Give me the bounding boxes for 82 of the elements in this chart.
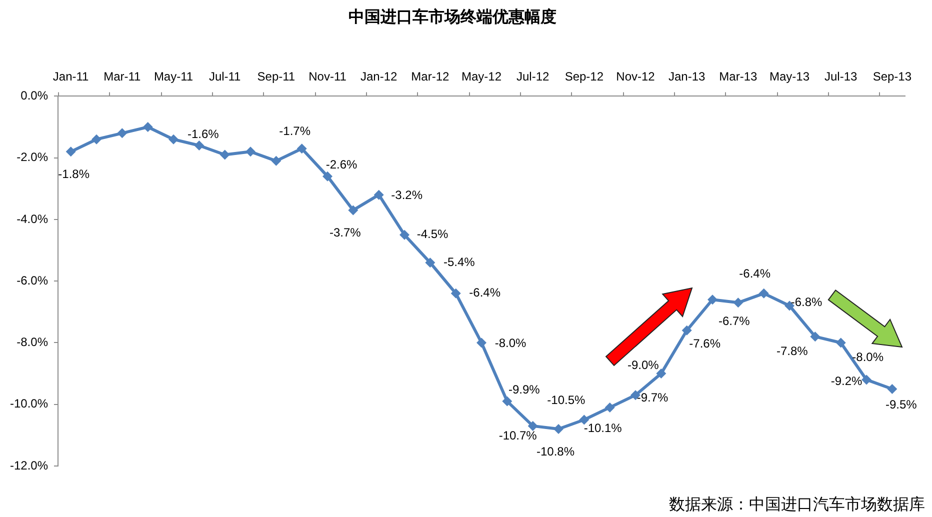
data-label: -9.2% — [830, 374, 862, 388]
point — [400, 230, 410, 240]
point — [656, 368, 666, 379]
point — [117, 128, 128, 138]
x-tick-label: Mar-12 — [411, 69, 450, 84]
data-label: -1.8% — [58, 166, 90, 181]
point — [92, 134, 102, 144]
point — [271, 156, 282, 166]
x-tick-label: Mar-13 — [719, 69, 758, 84]
point — [296, 144, 307, 154]
y-tick-label: -12.0% — [10, 458, 48, 472]
data-label: -7.6% — [689, 336, 721, 351]
point — [348, 205, 358, 216]
x-tick-label: Mar-11 — [104, 69, 142, 84]
data-label: -3.2% — [391, 188, 423, 202]
point — [733, 298, 744, 308]
y-tick-label: 0.0% — [20, 88, 48, 103]
point — [220, 150, 230, 160]
point — [810, 332, 820, 342]
point — [708, 294, 718, 305]
point — [450, 288, 461, 298]
y-tick-label: -2.0% — [16, 150, 48, 164]
point — [502, 396, 512, 406]
data-label: -8.0% — [494, 336, 526, 350]
data-label: -10.1% — [584, 420, 622, 435]
x-tick-label: Jan-12 — [360, 69, 398, 84]
point — [604, 402, 615, 412]
data-label: -9.7% — [636, 390, 668, 404]
point — [579, 414, 590, 425]
source-note: 数据来源：中国进口汽车市场数据库 — [669, 495, 925, 514]
point — [142, 122, 153, 132]
x-tick-label: Jul-11 — [208, 69, 242, 84]
x-tick-label: Nov-11 — [308, 69, 347, 84]
point — [554, 424, 564, 434]
x-tick-label: May-11 — [154, 69, 194, 84]
point — [425, 258, 436, 268]
point — [168, 134, 178, 144]
y-tick-label: -8.0% — [16, 335, 48, 350]
x-tick-label: Jan-13 — [668, 69, 706, 84]
data-label: -5.4% — [443, 254, 476, 269]
data-label: -4.5% — [416, 227, 448, 242]
y-tick-label: -10.0% — [10, 396, 48, 411]
point — [476, 338, 486, 348]
point — [887, 384, 898, 394]
x-tick-label: Nov-12 — [616, 69, 656, 84]
point — [758, 288, 769, 298]
data-label: -9.9% — [508, 382, 540, 397]
point — [246, 146, 256, 157]
x-tick-label: Sep-13 — [872, 69, 912, 84]
data-label: -7.8% — [776, 344, 808, 358]
point — [374, 190, 384, 200]
point — [682, 325, 692, 336]
x-tick-label: Jul-12 — [516, 69, 550, 84]
data-label: -9.5% — [885, 397, 918, 412]
data-label: -6.4% — [739, 266, 771, 281]
data-label: -10.8% — [536, 444, 575, 458]
data-label: -2.6% — [326, 158, 358, 172]
point — [322, 171, 332, 182]
data-label: -1.7% — [279, 124, 311, 138]
x-tick-label: Sep-11 — [257, 69, 296, 84]
y-tick-label: -4.0% — [16, 212, 48, 226]
point — [836, 338, 846, 348]
data-label: -10.5% — [547, 393, 586, 408]
data-label: -6.7% — [718, 314, 750, 328]
point — [194, 140, 204, 151]
x-tick-label: May-12 — [461, 69, 502, 84]
x-tick-label: May-13 — [769, 69, 810, 84]
data-label: -6.8% — [790, 295, 822, 310]
point — [66, 146, 76, 157]
chart-title: 中国进口车市场终端优惠幅度 — [348, 7, 556, 26]
data-label: -6.4% — [469, 286, 501, 300]
data-label: -10.7% — [498, 428, 538, 442]
y-tick-label: -6.0% — [16, 273, 48, 288]
data-label: -1.6% — [187, 126, 220, 141]
point — [528, 420, 538, 431]
point — [862, 374, 872, 385]
x-tick-label: Sep-12 — [564, 69, 604, 84]
x-tick-label: Jan-11 — [52, 69, 90, 84]
data-label: -8.0% — [852, 350, 884, 364]
data-label: -3.7% — [329, 226, 362, 240]
data-label: -9.0% — [627, 358, 660, 372]
x-tick-label: Jul-13 — [824, 69, 858, 84]
